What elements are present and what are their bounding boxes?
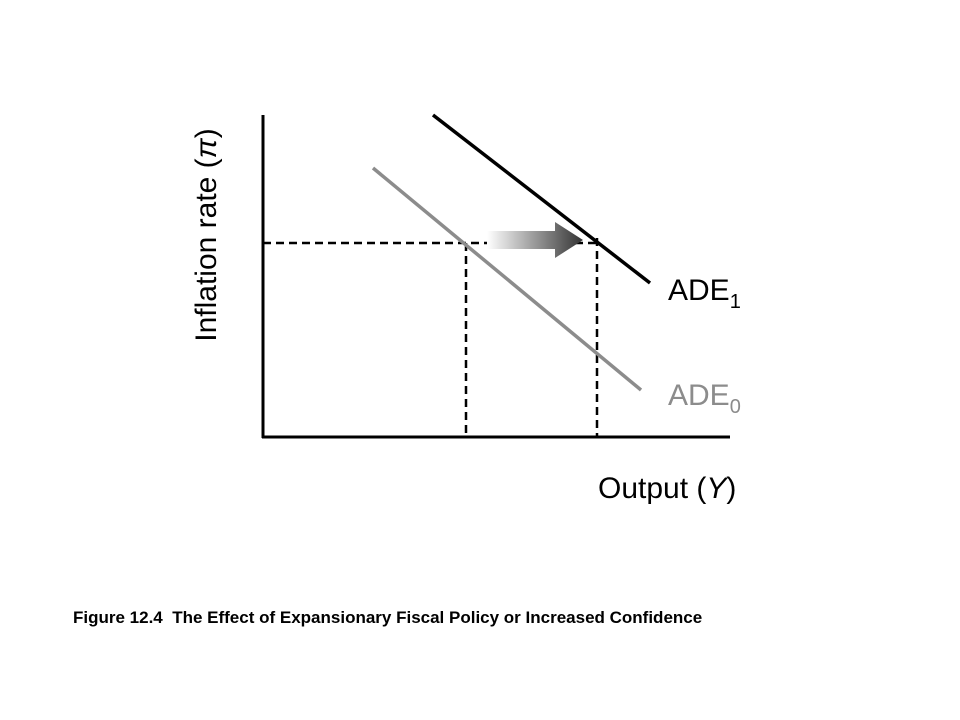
curve-label: ADE1	[668, 274, 741, 313]
subscript: 1	[730, 291, 741, 313]
symbol: Y	[706, 472, 728, 505]
curve-ade0	[371, 166, 643, 392]
label: Inflation rate (	[190, 158, 223, 341]
label: ADE	[668, 274, 730, 307]
label: ADE	[668, 379, 730, 412]
curve-ade1	[431, 113, 652, 285]
caption: Figure 12.4 The Effect of Expansionary F…	[73, 608, 702, 627]
curve-label: ADE0	[668, 379, 741, 418]
x-axis-label: Output (Y)	[598, 472, 736, 505]
label: Output (	[598, 472, 706, 505]
shift-arrow	[487, 222, 583, 258]
symbol: π	[190, 137, 223, 158]
label: )	[726, 472, 736, 505]
y-axis-label: Inflation rate (π)	[190, 128, 223, 342]
subscript: 0	[730, 396, 741, 418]
label: )	[190, 128, 223, 138]
